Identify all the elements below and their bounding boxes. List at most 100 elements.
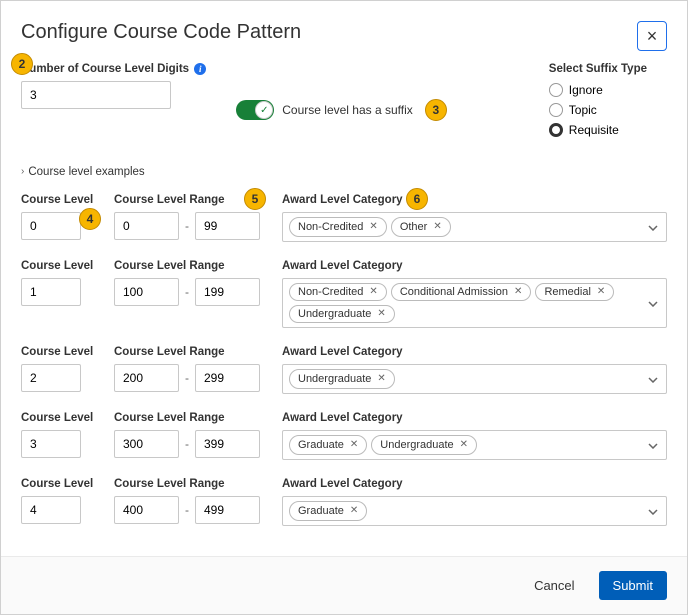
submit-button[interactable]: Submit (599, 571, 667, 600)
course-level-input[interactable] (21, 278, 81, 306)
award-tag-select[interactable]: Graduate ✕ (282, 496, 667, 526)
range-from-input[interactable] (114, 496, 179, 524)
level-row: Course Level4Course Level Range-5Award L… (21, 194, 667, 242)
suffix-toggle[interactable]: ✓ (236, 100, 274, 120)
chevron-down-icon (648, 502, 658, 520)
tag-text: Graduate (298, 505, 344, 517)
tag-remove-icon[interactable]: ✕ (369, 221, 377, 232)
award-col: Award Level CategoryGraduate✕ (282, 478, 667, 526)
tag-text: Non-Credited (298, 221, 363, 233)
radio-topic[interactable]: Topic (549, 103, 647, 117)
range-to-input[interactable] (195, 278, 260, 306)
range-to-input[interactable] (195, 364, 260, 392)
award-tag-select[interactable]: Undergraduate✕ (282, 364, 667, 394)
award-tag-select[interactable]: Non-Credited✕Conditional Admission✕Remed… (282, 278, 667, 328)
range-inputs: - (114, 364, 264, 392)
range-col: Course Level Range - (114, 346, 264, 392)
tag-remove-icon[interactable]: ✕ (350, 439, 358, 450)
course-level-input[interactable] (21, 430, 81, 458)
range-label: Course Level Range (114, 478, 264, 490)
course-level-col: Course Level (21, 478, 96, 524)
award-label: Award Level Category (282, 346, 667, 358)
radio-ignore[interactable]: Ignore (549, 83, 647, 97)
tag-remove-icon[interactable]: ✕ (377, 308, 385, 319)
award-col: Award Level CategoryGraduate✕Undergradua… (282, 412, 667, 460)
tag-remove-icon[interactable]: ✕ (460, 439, 468, 450)
course-level-label: Course Level (21, 346, 96, 358)
range-to-input[interactable] (195, 496, 260, 524)
award-col: Award Level Category Undergraduate✕ (282, 346, 667, 394)
level-row: Course LevelCourse Level Range-Award Lev… (21, 478, 667, 526)
award-tag: Non-Credited✕ (289, 283, 387, 301)
award-col: Award Level CategoryNon-Credited✕Other✕6 (282, 194, 667, 242)
range-dash: - (185, 437, 189, 451)
tag-text: Graduate (298, 439, 344, 451)
range-label: Course Level Range (114, 346, 264, 358)
tag-remove-icon[interactable]: ✕ (597, 286, 605, 297)
examples-expand-link[interactable]: › Course level examples (21, 166, 145, 178)
course-level-col: Course Level (21, 260, 96, 306)
award-tag: Undergraduate✕ (371, 435, 477, 455)
range-inputs: - (114, 496, 264, 524)
info-icon[interactable]: i (194, 63, 206, 75)
award-tag: Remedial ✕ (535, 283, 614, 301)
award-label: Award Level Category (282, 194, 667, 206)
award-label: Award Level Category (282, 412, 667, 424)
tag-text: Conditional Admission (400, 286, 508, 298)
cancel-button[interactable]: Cancel (520, 571, 588, 600)
chevron-down-icon (648, 370, 658, 388)
callout-badge-3: 3 (425, 99, 447, 121)
course-level-col: Course Level4 (21, 194, 96, 240)
course-level-label: Course Level (21, 260, 96, 272)
level-row: Course Level Course Level Range - Award Lev… (21, 260, 667, 328)
range-inputs: - (114, 212, 264, 240)
range-dash: - (185, 503, 189, 517)
suffix-type-group: Select Suffix Type Ignore Topic Requisit… (549, 63, 667, 143)
award-tag-select[interactable]: Non-Credited✕Other✕ (282, 212, 667, 242)
tag-remove-icon[interactable]: ✕ (433, 221, 441, 232)
course-level-rows: Course Level4Course Level Range-5Award L… (21, 194, 667, 526)
range-inputs: - (114, 430, 264, 458)
close-button[interactable]: × (637, 21, 667, 51)
range-to-input[interactable] (195, 430, 260, 458)
digits-input[interactable] (21, 81, 171, 109)
range-col: Course Level Range- (114, 412, 264, 458)
tag-remove-icon[interactable]: ✕ (514, 286, 522, 297)
tag-remove-icon[interactable]: ✕ (350, 505, 358, 516)
course-level-input[interactable] (21, 496, 81, 524)
range-from-input[interactable] (114, 430, 179, 458)
toggle-handle: ✓ (255, 101, 273, 119)
tag-remove-icon[interactable]: ✕ (369, 286, 377, 297)
range-inputs: - (114, 278, 264, 306)
course-level-col: Course Level (21, 412, 96, 458)
modal-header: Configure Course Code Pattern × (1, 1, 687, 63)
range-dash: - (185, 285, 189, 299)
suffix-radio-group: Ignore Topic Requisite (549, 83, 647, 137)
range-col: Course Level Range - (114, 478, 264, 524)
range-from-input[interactable] (114, 278, 179, 306)
range-label: Course Level Range (114, 260, 264, 272)
tag-text: Remedial (544, 286, 590, 298)
range-to-input[interactable] (195, 212, 260, 240)
course-level-input[interactable] (21, 364, 81, 392)
range-from-input[interactable] (114, 212, 179, 240)
tag-remove-icon[interactable]: ✕ (377, 373, 385, 384)
range-from-input[interactable] (114, 364, 179, 392)
level-row: Course Level Course Level Range- Award Lev… (21, 412, 667, 460)
course-level-label: Course Level (21, 478, 96, 490)
course-level-label: Course Level (21, 412, 96, 424)
radio-requisite[interactable]: Requisite (549, 123, 647, 137)
award-tag: Graduate ✕ (289, 435, 367, 455)
course-level-label: Course Level (21, 194, 96, 206)
range-label: Course Level Range (114, 194, 264, 206)
award-tag: Conditional Admission ✕ (391, 283, 532, 301)
top-config-row: 2 Number of Course Level Digits i ✓ Cour… (21, 63, 667, 143)
chevron-down-icon (648, 218, 658, 236)
award-label: Award Level Category (282, 260, 667, 272)
suffix-type-label: Select Suffix Type (549, 63, 647, 75)
award-col: Award Level CategoryNon-Credited✕Conditi… (282, 260, 667, 328)
range-col: Course Level Range - (114, 260, 264, 306)
course-level-input[interactable] (21, 212, 81, 240)
award-tag-select[interactable]: Graduate✕Undergraduate✕ (282, 430, 667, 460)
radio-icon-selected (549, 123, 563, 137)
